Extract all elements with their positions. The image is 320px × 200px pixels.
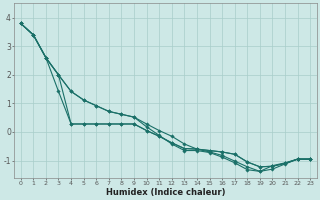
X-axis label: Humidex (Indice chaleur): Humidex (Indice chaleur) [106,188,225,197]
